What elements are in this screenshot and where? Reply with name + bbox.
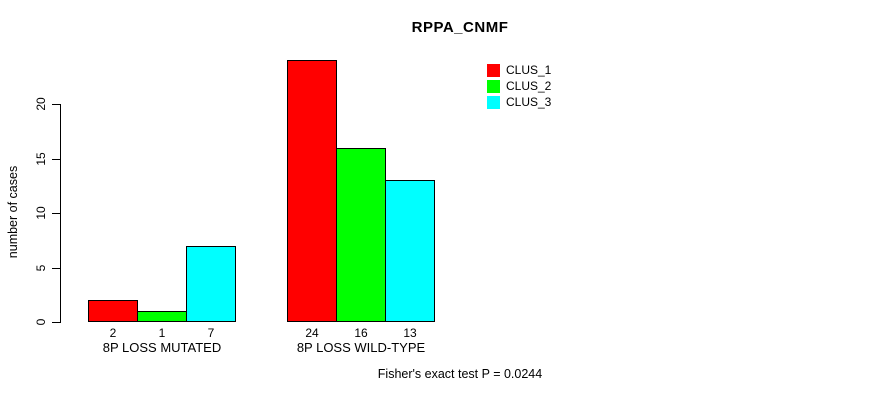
y-axis-tick-label: 10: [34, 206, 48, 220]
bar-clus_2-1: [137, 311, 187, 322]
bar-value-label: 24: [305, 326, 319, 340]
y-axis-tick: [52, 104, 61, 105]
bar-clus_3-2: [385, 180, 435, 322]
legend-label: CLUS_3: [506, 95, 552, 109]
legend-item-clus_2: CLUS_2: [487, 79, 551, 93]
bar-value-label: 1: [158, 326, 166, 340]
legend-label: CLUS_1: [506, 63, 552, 77]
bar-clus_1-2: [287, 60, 337, 322]
bar-value-label: 7: [207, 326, 215, 340]
x-axis-category-label: 8P LOSS WILD-TYPE: [296, 340, 426, 355]
y-axis-tick-label: 20: [34, 97, 48, 111]
chart-title: RPPA_CNMF: [411, 19, 509, 36]
x-axis-category-label: 8P LOSS MUTATED: [102, 340, 222, 355]
bar-value-label: 13: [403, 326, 417, 340]
legend-label: CLUS_2: [506, 79, 552, 93]
y-axis-tick: [52, 322, 61, 323]
y-axis-tick-label: 15: [34, 151, 48, 166]
y-axis-tick: [52, 158, 61, 160]
bar-value-label: 2: [109, 326, 117, 340]
bar-value-label: 16: [354, 326, 368, 340]
legend-swatch-clus_3: [487, 95, 500, 109]
legend-swatch-clus_1: [487, 63, 500, 77]
y-axis-tick: [52, 267, 61, 269]
bar-clus_3-1: [186, 246, 236, 322]
legend-swatch-clus_2: [487, 79, 500, 93]
legend-item-clus_1: CLUS_1: [487, 63, 551, 77]
legend-item-clus_3: CLUS_3: [487, 95, 551, 109]
y-axis-tick-label: 0: [34, 318, 48, 326]
bar-clus_1-1: [88, 300, 138, 322]
annotation-fisher-test: Fisher's exact test P = 0.0244: [377, 367, 543, 381]
y-axis-tick: [52, 213, 61, 214]
y-axis-tick-label: 5: [34, 264, 48, 271]
y-axis-label: number of cases: [6, 165, 20, 259]
bar-clus_2-2: [336, 148, 386, 322]
